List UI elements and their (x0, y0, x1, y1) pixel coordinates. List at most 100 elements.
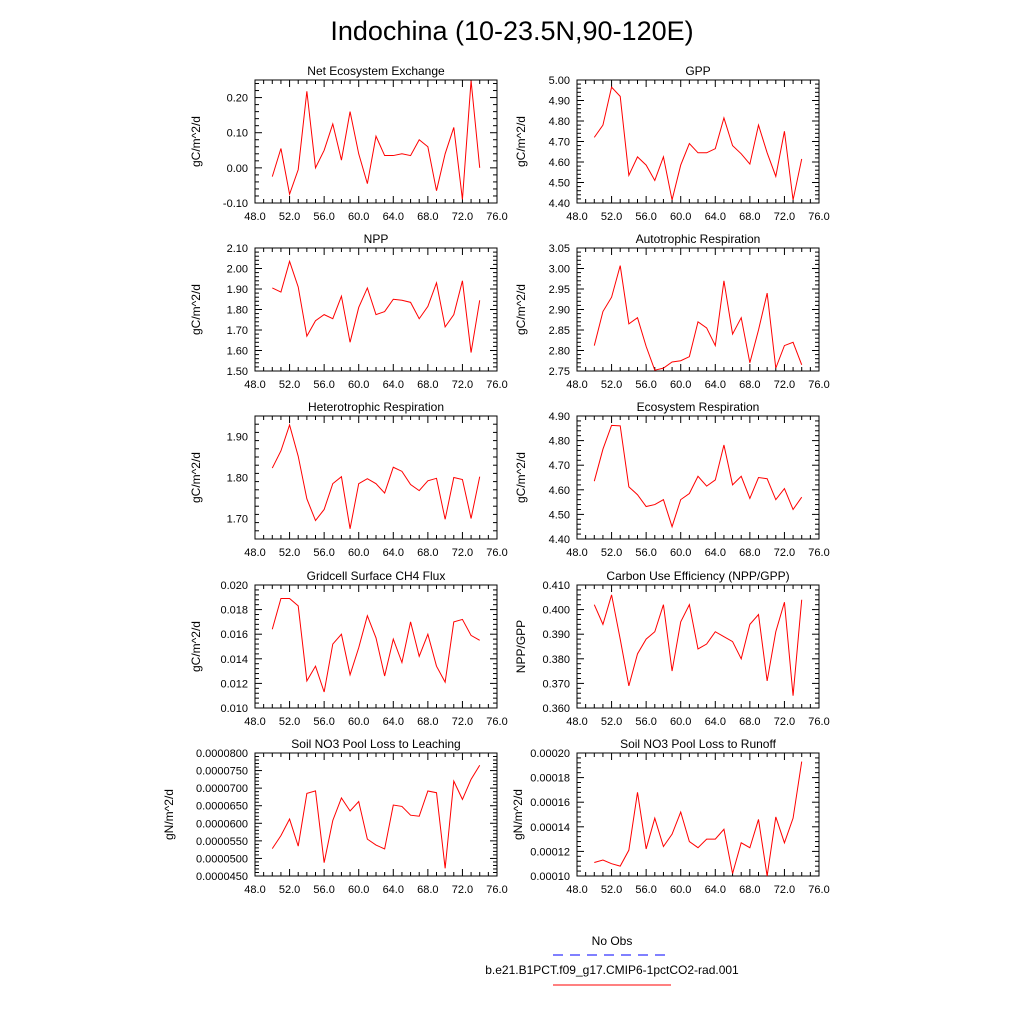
x-tick-label: 48.0 (244, 716, 265, 728)
panel-title: Carbon Use Efficiency (NPP/GPP) (606, 569, 789, 583)
x-tick-label: 68.0 (739, 547, 760, 559)
x-tick-label: 76.0 (808, 884, 829, 896)
x-tick-label: 48.0 (244, 379, 265, 391)
x-tick-label: 48.0 (244, 547, 265, 559)
x-tick-label: 52.0 (601, 211, 622, 223)
series-line (593, 86, 803, 201)
x-tick-label: 52.0 (601, 716, 622, 728)
y-tick-label: 2.80 (549, 346, 570, 358)
x-tick-label: 56.0 (313, 379, 334, 391)
y-tick-label: 0.00010 (530, 871, 570, 883)
chart-panels: Net Ecosystem Exchange gC/m^2/d 48.0 52.0 56… (162, 64, 830, 896)
chart-panel-2: NPP gC/m^2/d 48.0 52.0 56.0 60.0 64.0 68.0 72.0 7… (189, 232, 508, 391)
y-tick-label: 2.10 (227, 243, 248, 255)
panel-title: Net Ecosystem Exchange (307, 64, 445, 78)
y-axis-label: gC/m^2/d (514, 116, 528, 167)
x-tick-label: 56.0 (313, 884, 334, 896)
y-tick-label: 1.90 (227, 284, 248, 296)
x-tick-label: 72.0 (452, 379, 473, 391)
x-tick-label: 72.0 (774, 379, 795, 391)
series-line (271, 80, 481, 200)
x-tick-label: 64.0 (705, 547, 726, 559)
x-tick-label: 64.0 (383, 211, 404, 223)
legend-label-model: b.e21.B1PCT.f09_g17.CMIP6-1pctCO2-rad.00… (485, 963, 739, 977)
x-tick-label: 48.0 (566, 547, 587, 559)
y-axis-label: gC/m^2/d (514, 284, 528, 335)
x-tick-label: 48.0 (244, 884, 265, 896)
x-tick-label: 68.0 (417, 547, 438, 559)
y-tick-label: 4.40 (549, 198, 570, 210)
y-tick-label: 1.90 (227, 432, 248, 444)
y-tick-label: 0.410 (542, 580, 570, 592)
y-tick-label: 0.010 (220, 703, 248, 715)
y-tick-label: 0.370 (542, 678, 570, 690)
x-tick-label: 60.0 (670, 547, 691, 559)
x-tick-label: 72.0 (452, 547, 473, 559)
y-tick-label: 0.0000550 (196, 836, 248, 848)
x-tick-label: 72.0 (774, 211, 795, 223)
plot-frame (254, 752, 498, 877)
x-tick-label: 48.0 (566, 716, 587, 728)
x-tick-label: 52.0 (279, 884, 300, 896)
y-tick-label: 3.00 (549, 264, 570, 276)
x-tick-label: 64.0 (383, 716, 404, 728)
y-axis-label: gC/m^2/d (514, 452, 528, 503)
x-tick-label: 72.0 (452, 716, 473, 728)
x-tick-label: 64.0 (383, 547, 404, 559)
panel-title: GPP (685, 64, 710, 78)
y-axis-label: gC/m^2/d (189, 116, 203, 167)
x-tick-label: 48.0 (566, 884, 587, 896)
x-tick-label: 52.0 (279, 379, 300, 391)
chart-panel-5: Ecosystem Respiration gC/m^2/d 48.0 52.0 56.… (514, 400, 830, 559)
y-tick-label: -0.10 (223, 198, 248, 210)
x-tick-label: 60.0 (348, 211, 369, 223)
y-axis-label: gN/m^2/d (511, 789, 525, 840)
y-tick-label: 0.400 (542, 605, 570, 617)
x-tick-label: 64.0 (705, 379, 726, 391)
x-tick-label: 52.0 (601, 884, 622, 896)
plot-frame (576, 247, 820, 372)
x-tick-label: 76.0 (808, 379, 829, 391)
y-tick-label: 4.90 (549, 96, 570, 108)
y-tick-label: 4.70 (549, 137, 570, 149)
x-tick-label: 72.0 (774, 547, 795, 559)
x-tick-label: 52.0 (279, 716, 300, 728)
series-line (271, 598, 480, 693)
plot-frame (576, 415, 820, 540)
series-line (271, 765, 481, 869)
x-tick-label: 52.0 (279, 547, 300, 559)
panel-title: Ecosystem Respiration (637, 400, 760, 414)
chart-panel-6: Gridcell Surface CH4 Flux gC/m^2/d 48.0 52.… (189, 569, 508, 728)
y-tick-label: 0.360 (542, 703, 570, 715)
chart-panel-1: GPP gC/m^2/d 48.0 52.0 56.0 60.0 64.0 68.0 72.0 7… (514, 64, 830, 223)
y-tick-label: 2.00 (227, 264, 248, 276)
x-tick-label: 76.0 (808, 716, 829, 728)
x-tick-label: 60.0 (670, 716, 691, 728)
plot-frame (576, 752, 820, 877)
y-tick-label: 0.00012 (530, 846, 570, 858)
x-tick-label: 72.0 (774, 884, 795, 896)
x-tick-label: 68.0 (739, 716, 760, 728)
plot-frame (254, 415, 498, 540)
y-tick-label: 1.80 (227, 473, 248, 485)
x-tick-label: 48.0 (244, 211, 265, 223)
y-tick-label: 0.00018 (530, 773, 570, 785)
x-tick-label: 64.0 (383, 884, 404, 896)
x-tick-label: 68.0 (739, 379, 760, 391)
y-tick-label: 0.0000450 (196, 871, 248, 883)
panel-title: Gridcell Surface CH4 Flux (307, 569, 446, 583)
y-tick-label: 0.20 (227, 93, 248, 105)
y-tick-label: 0.0000500 (196, 853, 248, 865)
y-tick-label: 4.50 (549, 509, 570, 521)
x-tick-label: 64.0 (383, 379, 404, 391)
y-tick-label: 1.50 (227, 366, 248, 378)
x-tick-label: 72.0 (452, 884, 473, 896)
y-tick-label: 3.05 (549, 243, 570, 255)
x-tick-label: 60.0 (670, 211, 691, 223)
series-line (593, 594, 803, 696)
x-tick-label: 48.0 (566, 211, 587, 223)
y-tick-label: 4.50 (549, 178, 570, 190)
x-tick-label: 56.0 (635, 547, 656, 559)
chart-panel-7: Carbon Use Efficiency (NPP/GPP) NPP/GPP 48… (514, 569, 830, 728)
y-tick-label: 1.80 (227, 305, 248, 317)
